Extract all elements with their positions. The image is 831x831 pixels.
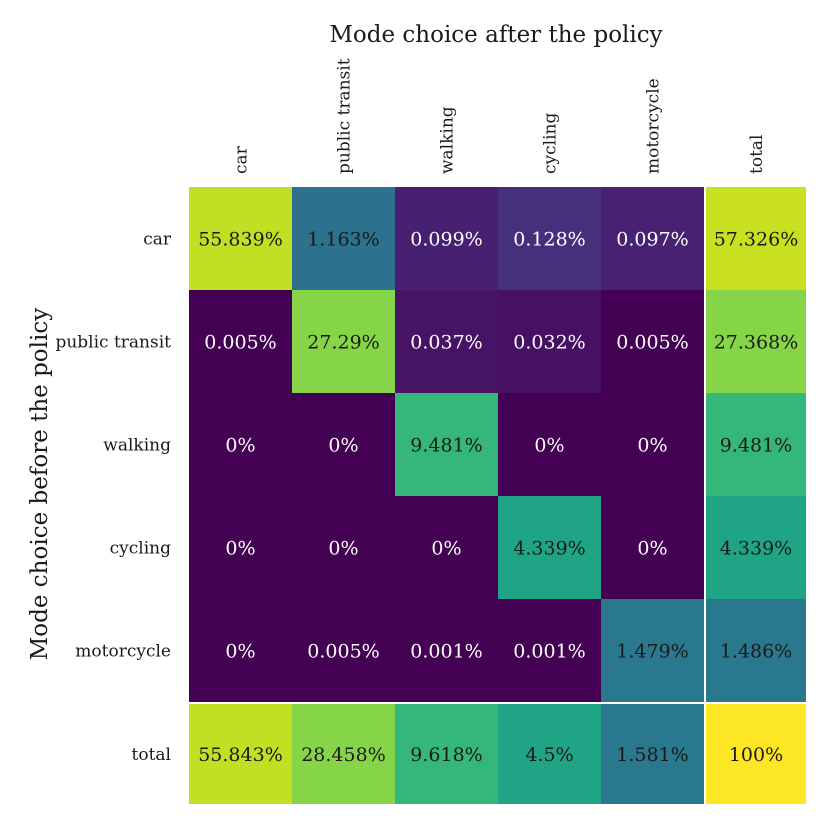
heatmap-cell (601, 187, 704, 290)
heatmap-cell (601, 599, 704, 702)
heatmap-cell (706, 496, 806, 599)
heatmap-cell (189, 393, 292, 496)
x-axis-title: Mode choice after the policy (329, 22, 662, 48)
cell-value-label: 0.001% (410, 641, 482, 663)
heatmap-cell (498, 599, 601, 702)
column-tick-label: car (232, 145, 252, 174)
heatmap-cell (189, 704, 292, 804)
cell-value-label: 27.29% (307, 332, 379, 354)
heatmap-cell (395, 393, 498, 496)
heatmap-cell (189, 290, 292, 393)
column-tick-label: motorcycle (644, 78, 664, 174)
heatmap-cell (498, 704, 601, 804)
cell-value-label: 0.097% (616, 229, 688, 251)
y-axis-title: Mode choice before the policy (27, 308, 53, 661)
heatmap-cell (498, 496, 601, 599)
cell-value-label: 1.486% (720, 641, 792, 663)
cell-value-label: 27.368% (714, 332, 799, 354)
cell-value-label: 1.479% (616, 641, 688, 663)
heatmap-cell (189, 599, 292, 702)
cell-value-label: 0% (225, 538, 255, 560)
cell-value-label: 1.581% (616, 744, 688, 766)
cell-value-label: 4.5% (525, 744, 573, 766)
heatmap-cell (189, 496, 292, 599)
cell-value-label: 55.839% (198, 229, 283, 251)
column-tick-label: walking (438, 106, 458, 174)
cell-value-label: 0.099% (410, 229, 482, 251)
cell-value-label: 0.032% (513, 332, 585, 354)
cell-value-label: 0% (328, 435, 358, 457)
cell-value-label: 0% (225, 641, 255, 663)
heatmap-cell (706, 290, 806, 393)
heatmap-cell (498, 393, 601, 496)
cell-value-label: 0.005% (204, 332, 276, 354)
row-tick-label: car (143, 230, 172, 250)
heatmap-cell (706, 187, 806, 290)
cell-value-label: 0% (637, 538, 667, 560)
row-tick-label: cycling (110, 539, 171, 559)
cell-value-label: 9.481% (410, 435, 482, 457)
heatmap-cell (601, 393, 704, 496)
heatmap-cell (601, 704, 704, 804)
cell-value-label: 28.458% (301, 744, 386, 766)
heatmap-cell (189, 187, 292, 290)
heatmap-cell (292, 496, 395, 599)
heatmap-cell (292, 599, 395, 702)
heatmap-cell (395, 496, 498, 599)
cell-value-label: 4.339% (720, 538, 792, 560)
heatmap-cell (706, 599, 806, 702)
cell-value-label: 55.843% (198, 744, 283, 766)
cell-value-label: 0% (328, 538, 358, 560)
row-tick-label: walking (103, 436, 171, 456)
heatmap-cell (601, 496, 704, 599)
cell-value-label: 100% (729, 744, 783, 766)
cell-value-label: 9.481% (720, 435, 792, 457)
heatmap-cell (601, 290, 704, 393)
cell-value-label: 4.339% (513, 538, 585, 560)
cell-value-label: 9.618% (410, 744, 482, 766)
heatmap-cell (395, 290, 498, 393)
cell-value-label: 1.163% (307, 229, 379, 251)
cell-value-label: 0.001% (513, 641, 585, 663)
heatmap-cell (395, 187, 498, 290)
cell-value-label: 0.005% (307, 641, 379, 663)
row-tick-label: public transit (55, 333, 171, 353)
column-tick-label: total (747, 135, 767, 174)
column-tick-label: public transit (335, 58, 355, 174)
cell-value-label: 0% (225, 435, 255, 457)
heatmap-cell (395, 704, 498, 804)
column-tick-label: cycling (541, 113, 561, 174)
cell-value-label: 0.037% (410, 332, 482, 354)
row-tick-label: motorcycle (75, 642, 171, 662)
heatmap-cell (292, 393, 395, 496)
heatmap-cell (498, 187, 601, 290)
heatmap-cell (395, 599, 498, 702)
cell-value-label: 57.326% (714, 229, 799, 251)
heatmap-cell (292, 187, 395, 290)
cell-value-label: 0% (534, 435, 564, 457)
cell-value-label: 0% (431, 538, 461, 560)
heatmap-cell (706, 704, 806, 804)
row-tick-label: total (132, 745, 171, 765)
cell-value-label: 0.005% (616, 332, 688, 354)
heatmap-cell (706, 393, 806, 496)
heatmap-cell (292, 704, 395, 804)
heatmap-cell (292, 290, 395, 393)
heatmap-cell (498, 290, 601, 393)
cell-value-label: 0.128% (513, 229, 585, 251)
cell-value-label: 0% (637, 435, 667, 457)
